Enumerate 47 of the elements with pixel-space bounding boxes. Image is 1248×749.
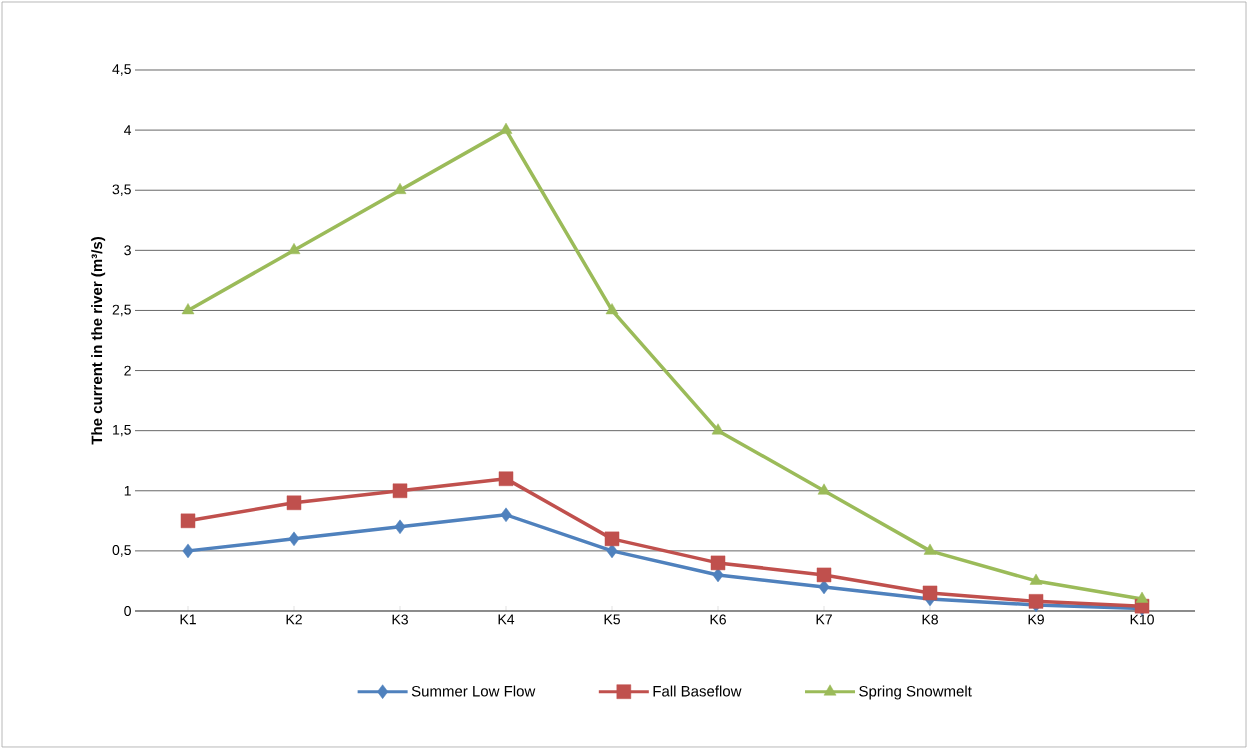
y-tick-label: 1,5: [113, 424, 131, 437]
point: [710, 555, 726, 571]
y-tick-label: 0,5: [112, 545, 131, 557]
x-tick-label: K8: [922, 614, 938, 625]
point: [288, 531, 300, 547]
point: [287, 243, 301, 255]
legend-label: Fall Baseflow: [653, 685, 742, 697]
point: [500, 507, 512, 523]
point: [498, 471, 514, 486]
legend-label: Spring Snowmelt: [859, 685, 972, 700]
point: [922, 585, 938, 601]
x-tick-label: K7: [816, 614, 832, 625]
point: [286, 495, 302, 511]
point: [711, 423, 725, 435]
y-tick-label: 0: [124, 606, 131, 616]
y-tick-label: 4: [124, 125, 132, 135]
x-tick-label: K10: [1130, 614, 1154, 625]
point: [1135, 591, 1149, 603]
point: [499, 122, 513, 134]
y-tick-label: 3,5: [112, 184, 131, 196]
y-tick-label: 3: [124, 245, 131, 256]
y-tick-label: 4,5: [112, 64, 131, 76]
x-tick-label: K9: [1028, 614, 1044, 625]
x-tick-label: K1: [180, 614, 196, 625]
point: [393, 182, 407, 194]
x-tick-label: K2: [286, 614, 302, 625]
point: [604, 531, 620, 547]
point: [182, 543, 194, 559]
y-axis-title: The current in the river (m³/s): [91, 237, 106, 445]
point: [816, 567, 832, 583]
x-tick-label: K6: [710, 614, 726, 625]
x-tick-label: K5: [604, 614, 620, 625]
point: [180, 513, 196, 529]
x-tick-label: K3: [392, 614, 408, 625]
legend-label: Summer Low Flow: [411, 685, 536, 697]
y-tick-label: 2,5: [112, 304, 131, 317]
point: [394, 519, 406, 535]
point: [605, 303, 619, 315]
point: [1029, 573, 1043, 585]
y-tick-label: 2: [124, 365, 131, 376]
point: [181, 303, 195, 315]
point: [1028, 594, 1044, 609]
x-tick-label: K4: [498, 614, 515, 625]
point: [923, 543, 937, 555]
point: [392, 483, 408, 499]
y-tick-label: 1: [124, 485, 131, 496]
point: [817, 483, 831, 495]
